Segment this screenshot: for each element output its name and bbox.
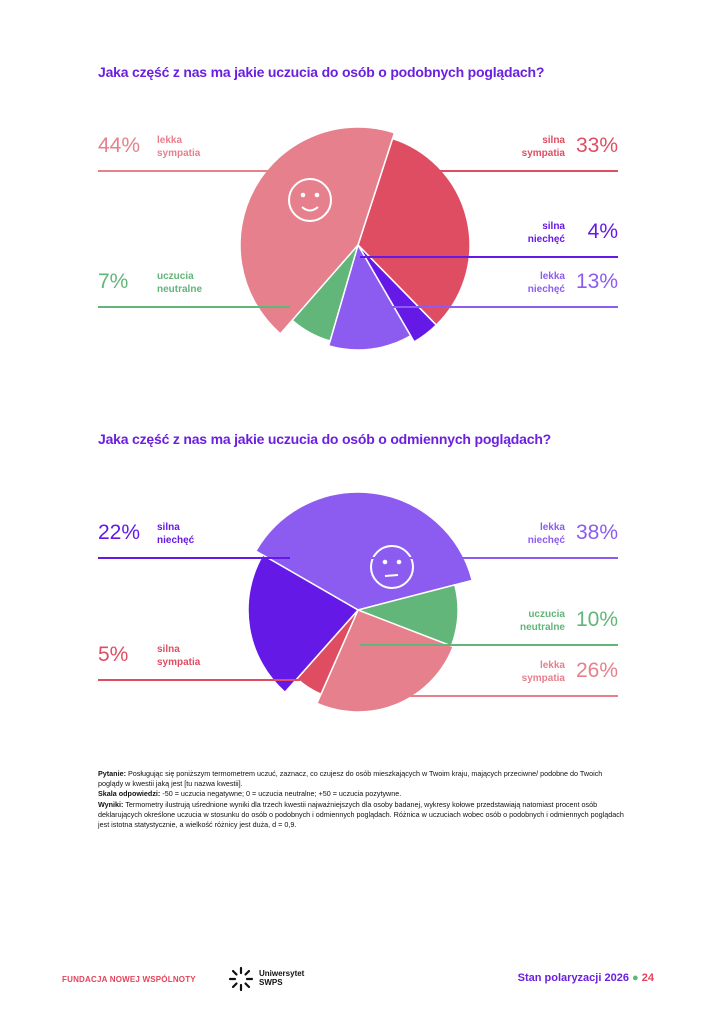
pie-slice-lekka-niechęć <box>254 491 474 611</box>
data-label-value: 26% <box>575 659 618 682</box>
data-label-value: 33% <box>575 134 618 157</box>
report-title: Stan polaryzacji <box>517 972 602 984</box>
separator-dot-icon: ● <box>632 972 639 984</box>
neutral-face-icon <box>370 545 414 589</box>
results-label: Wyniki: <box>98 799 124 809</box>
data-label-name: lekka niechęć <box>527 271 565 295</box>
data-label-value: 7% <box>98 270 129 293</box>
data-label-value: 5% <box>98 643 129 666</box>
question-label: Pytanie: <box>98 769 126 778</box>
data-label-name: uczucia neutralne <box>157 271 203 295</box>
report-year: 2026 <box>604 972 629 984</box>
data-label-name: silna sympatia <box>521 135 565 159</box>
data-label-value: 22% <box>98 521 141 544</box>
pie-chart-1 <box>239 126 471 351</box>
data-label-value: 13% <box>575 270 618 293</box>
pie-slice-silna-niechęć <box>357 244 438 343</box>
data-label-value: 4% <box>587 220 618 243</box>
data-label-name: lekka sympatia <box>521 660 565 684</box>
scale-label: Skala odpowiedzi: <box>98 789 161 799</box>
data-label-name: lekka sympatia <box>157 135 201 159</box>
results-text: Termometry ilustrują uśrednione wyniki d… <box>98 799 624 830</box>
pie-slice-lekka-sympatia <box>315 609 455 713</box>
data-label-name: uczucia neutralne <box>519 609 565 633</box>
chart-2-title: Jaka część z nas ma jakie uczucia do osó… <box>98 431 552 447</box>
data-label-name: silna niechęć <box>527 221 565 245</box>
data-label-value: 10% <box>575 608 618 631</box>
scale-text: -50 = uczucia negatywne; 0 = uczucia neu… <box>162 789 402 799</box>
report-footer: Stan polaryzacji 2026 ● 24 <box>518 972 654 984</box>
data-label-value: 38% <box>575 521 618 544</box>
data-label-name: silna niechęć <box>157 522 195 546</box>
swps-logo-icon <box>228 966 254 992</box>
data-label-name: lekka niechęć <box>527 522 565 546</box>
page-number: 24 <box>641 972 654 984</box>
data-label-name: silna sympatia <box>157 644 201 668</box>
question-text: Posługując się poniższym termometrem ucz… <box>98 769 603 789</box>
pie-slice-silna-niechęć <box>247 553 360 694</box>
pie-slice-silna-sympatia <box>357 137 471 327</box>
methodology-notes: Pytanie: Posługując się poniższym termom… <box>98 769 628 830</box>
pie-slice-lekka-niechęć <box>327 243 412 351</box>
university-name: Uniwersytet SWPS <box>259 969 305 987</box>
pie-slice-lekka-sympatia <box>239 126 396 335</box>
pie-chart-2 <box>247 491 474 713</box>
foundation-logo-text: FUNDACJA NOWEJ WSPÓLNOTY <box>62 975 196 984</box>
chart-1-title: Jaka część z nas ma jakie uczucia do osó… <box>98 64 545 80</box>
smile-face-icon <box>288 178 332 222</box>
data-label-value: 44% <box>98 134 141 157</box>
